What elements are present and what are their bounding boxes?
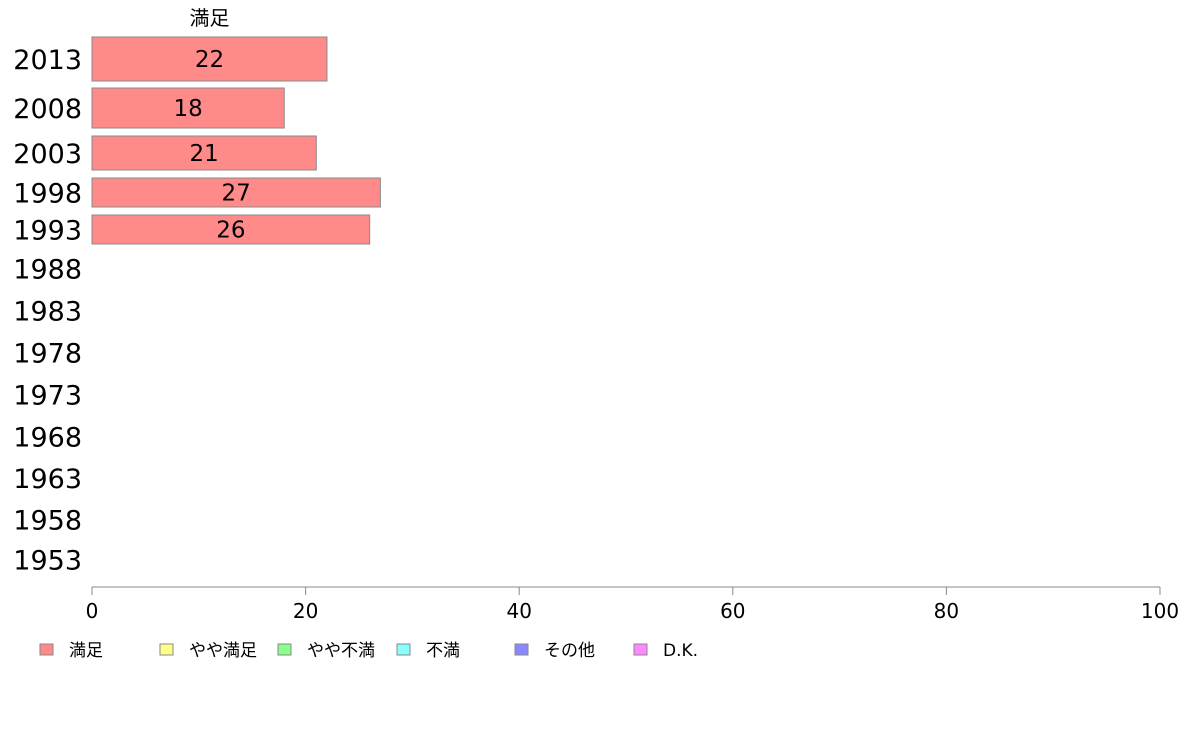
category-label: 1988 — [13, 255, 82, 286]
category-label: 1983 — [13, 297, 82, 328]
x-tick-label: 60 — [720, 599, 745, 623]
bar-value-label: 18 — [173, 96, 202, 122]
bar — [91, 87, 285, 129]
bar-value-label: 26 — [216, 218, 245, 244]
legend-label: やや不満 — [307, 641, 375, 661]
legend-swatch — [39, 643, 54, 656]
legend-swatch — [396, 643, 411, 656]
x-tick-label: 100 — [1141, 599, 1179, 623]
category-label: 1993 — [13, 216, 82, 247]
legend-label: 不満 — [426, 641, 460, 661]
category-label: 1973 — [13, 381, 82, 412]
category-label: 1998 — [13, 179, 82, 210]
bar — [91, 135, 317, 171]
category-label: 1953 — [13, 546, 82, 577]
legend-label: その他 — [544, 641, 595, 661]
x-tick-label: 80 — [934, 599, 959, 623]
bar — [91, 214, 371, 245]
bar-value-label: 21 — [189, 141, 218, 167]
category-label: 1963 — [13, 464, 82, 495]
bar-value-label: 27 — [222, 181, 251, 207]
x-tick-label: 40 — [506, 599, 531, 623]
bar — [91, 177, 381, 208]
bar-value-label: 22 — [195, 47, 224, 73]
x-tick-label: 20 — [293, 599, 318, 623]
category-label: 1958 — [13, 506, 82, 537]
legend-label: 満足 — [69, 641, 103, 661]
series-header: 満足 — [189, 6, 229, 30]
bar — [91, 36, 328, 82]
category-label: 2008 — [13, 94, 82, 125]
legend-swatch — [514, 643, 529, 656]
category-label: 2013 — [13, 45, 82, 76]
legend-label: やや満足 — [189, 641, 257, 661]
legend-swatch — [633, 643, 648, 656]
legend-swatch — [159, 643, 174, 656]
category-label: 1968 — [13, 423, 82, 454]
category-label: 1978 — [13, 339, 82, 370]
legend-label: D.K. — [663, 641, 698, 661]
legend-swatch — [277, 643, 292, 656]
x-tick-label: 0 — [86, 599, 99, 623]
category-label: 2003 — [13, 139, 82, 170]
